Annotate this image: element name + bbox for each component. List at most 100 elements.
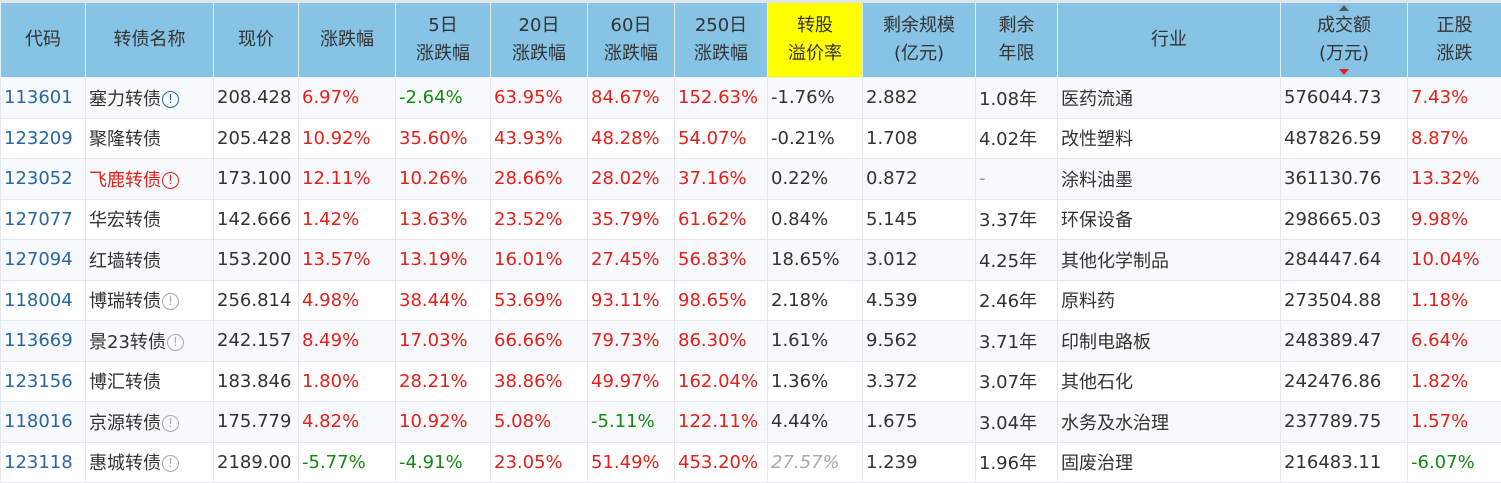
table-row[interactable]: 123156 博汇转债 183.846 1.80% 28.21% 38.86% 49.97%… bbox=[0, 360, 1501, 402]
header-remaining-size[interactable]: 剩余规模 (亿元) bbox=[862, 0, 976, 78]
cell-stock-change: 1.18% bbox=[1407, 279, 1501, 321]
change-60d-value: 93.11% bbox=[591, 289, 660, 311]
header-change[interactable]: 涨跌幅 bbox=[298, 0, 396, 78]
info-icon[interactable]: ! bbox=[166, 333, 184, 351]
cell-code[interactable]: 113669 bbox=[0, 320, 86, 362]
premium-value: 27.57% bbox=[771, 451, 840, 473]
change-60d-value: 84.67% bbox=[591, 87, 660, 109]
header-remaining-years[interactable]: 剩余 年限 bbox=[975, 0, 1058, 78]
cell-volume: 487826.59 bbox=[1280, 117, 1408, 159]
header-volume[interactable]: 成交额 (万元) bbox=[1280, 0, 1408, 78]
table-row[interactable]: 123052 飞鹿转债! 173.100 12.11% 10.26% 28.66% 28.0… bbox=[0, 158, 1501, 200]
volume-value: 576044.73 bbox=[1284, 87, 1382, 109]
header-label: 剩余 bbox=[998, 15, 1035, 36]
cell-name[interactable]: 飞鹿转债! bbox=[85, 158, 214, 200]
cell-name[interactable]: 塞力转债! bbox=[85, 77, 214, 119]
volume-value: 248389.47 bbox=[1284, 330, 1382, 352]
table-row[interactable]: 113601 塞力转债! 208.428 6.97% -2.64% 63.95% 84.67… bbox=[0, 77, 1501, 119]
cell-price: 173.100 bbox=[213, 158, 299, 200]
header-label: 涨跌幅 bbox=[320, 29, 374, 50]
header-industry[interactable]: 行业 bbox=[1057, 0, 1281, 78]
header-change-250d[interactable]: 250日 涨跌幅 bbox=[674, 0, 768, 78]
change-value: 13.57% bbox=[302, 249, 371, 271]
cell-change-60d: -5.11% bbox=[587, 401, 675, 443]
table-row[interactable]: 123209 聚隆转债 205.428 10.92% 35.60% 43.93% 48.28… bbox=[0, 117, 1501, 159]
industry-value: 改性塑料 bbox=[1061, 129, 1133, 151]
cell-name[interactable]: 京源转债! bbox=[85, 401, 214, 443]
cell-code[interactable]: 118016 bbox=[0, 401, 86, 443]
change-5d-value: 28.21% bbox=[399, 370, 468, 392]
price-value: 256.814 bbox=[217, 289, 292, 311]
change-value: 8.49% bbox=[302, 330, 360, 352]
cell-name[interactable]: 惠城转债! bbox=[85, 441, 214, 483]
change-250d-value: 54.07% bbox=[678, 127, 747, 149]
header-stock-change[interactable]: 正股 涨跌 bbox=[1407, 0, 1501, 78]
premium-value: -0.21% bbox=[771, 127, 835, 149]
cell-code[interactable]: 127094 bbox=[0, 239, 86, 281]
change-250d-value: 56.83% bbox=[678, 249, 747, 271]
table-row[interactable]: 127077 华宏转债 142.666 1.42% 13.63% 23.52% 35.79%… bbox=[0, 198, 1501, 240]
cell-name[interactable]: 博瑞转债! bbox=[85, 279, 214, 321]
name-value: 华宏转债 bbox=[89, 210, 161, 232]
sort-desc-icon[interactable] bbox=[1339, 69, 1349, 75]
change-5d-value: 38.44% bbox=[399, 289, 468, 311]
info-icon[interactable]: ! bbox=[162, 414, 179, 432]
name-value: 惠城转债 bbox=[89, 453, 161, 475]
cell-price: 153.200 bbox=[213, 239, 299, 281]
cell-code[interactable]: 113601 bbox=[0, 77, 86, 119]
table-row[interactable]: 118004 博瑞转债! 256.814 4.98% 38.44% 53.69% 93.11… bbox=[0, 279, 1501, 321]
cell-change-60d: 49.97% bbox=[587, 360, 675, 402]
cell-change-20d: 53.69% bbox=[490, 279, 588, 321]
cell-industry: 其他化学制品 bbox=[1057, 239, 1281, 281]
header-name[interactable]: 转债名称 bbox=[85, 0, 214, 78]
cell-name[interactable]: 聚隆转债 bbox=[85, 117, 214, 159]
cell-change-60d: 84.67% bbox=[587, 77, 675, 119]
cell-code[interactable]: 123118 bbox=[0, 441, 86, 483]
change-20d-value: 38.86% bbox=[494, 370, 563, 392]
cell-change-60d: 93.11% bbox=[587, 279, 675, 321]
cell-name[interactable]: 博汇转债 bbox=[85, 360, 214, 402]
header-label: 20日 bbox=[518, 15, 560, 36]
cell-code[interactable]: 123209 bbox=[0, 117, 86, 159]
price-value: 242.157 bbox=[217, 330, 292, 352]
cell-code[interactable]: 123156 bbox=[0, 360, 86, 402]
sort-asc-icon[interactable] bbox=[1339, 5, 1349, 11]
stock-change-value: 1.57% bbox=[1411, 411, 1469, 433]
remaining-years-value: 4.02年 bbox=[979, 129, 1038, 151]
name-value: 聚隆转债 bbox=[89, 129, 161, 151]
cell-name[interactable]: 景23转债! bbox=[85, 320, 214, 362]
cell-name[interactable]: 华宏转债 bbox=[85, 198, 214, 240]
info-icon[interactable]: ! bbox=[162, 455, 179, 473]
cell-volume: 284447.64 bbox=[1280, 239, 1408, 281]
cell-stock-change: 9.98% bbox=[1407, 198, 1501, 240]
cell-change-20d: 5.08% bbox=[490, 401, 588, 443]
header-change-5d[interactable]: 5日 涨跌幅 bbox=[395, 0, 491, 78]
header-code[interactable]: 代码 bbox=[0, 0, 86, 78]
header-price[interactable]: 现价 bbox=[213, 0, 299, 78]
change-250d-value: 152.63% bbox=[678, 87, 759, 109]
cell-stock-change: 13.32% bbox=[1407, 158, 1501, 200]
change-20d-value: 23.05% bbox=[494, 451, 563, 473]
cell-change: 10.92% bbox=[298, 117, 396, 159]
cell-code[interactable]: 123052 bbox=[0, 158, 86, 200]
header-change-20d[interactable]: 20日 涨跌幅 bbox=[490, 0, 588, 78]
cell-stock-change: 1.82% bbox=[1407, 360, 1501, 402]
table-row[interactable]: 127094 红墙转债 153.200 13.57% 13.19% 16.01% 27.45… bbox=[0, 239, 1501, 281]
code-value: 123209 bbox=[4, 127, 73, 149]
info-icon[interactable]: ! bbox=[162, 90, 179, 108]
header-premium[interactable]: 转股 溢价率 bbox=[767, 0, 863, 78]
info-icon[interactable]: ! bbox=[162, 171, 179, 189]
name-value: 博汇转债 bbox=[89, 372, 161, 394]
header-label: 正股 bbox=[1436, 15, 1473, 36]
cell-name[interactable]: 红墙转债 bbox=[85, 239, 214, 281]
table-row[interactable]: 118016 京源转债! 175.779 4.82% 10.92% 5.08% -5.11%… bbox=[0, 401, 1501, 443]
info-icon[interactable]: ! bbox=[162, 293, 179, 311]
cell-code[interactable]: 127077 bbox=[0, 198, 86, 240]
header-label: 涨跌幅 bbox=[604, 43, 658, 64]
table-row[interactable]: 113669 景23转债! 242.157 8.49% 17.03% 66.66% 79.7… bbox=[0, 320, 1501, 362]
cell-code[interactable]: 118004 bbox=[0, 279, 86, 321]
header-change-60d[interactable]: 60日 涨跌幅 bbox=[587, 0, 675, 78]
remaining-years-value: 3.04年 bbox=[979, 412, 1038, 434]
table-row[interactable]: 123118 惠城转债! 2189.00 -5.77% -4.91% 23.05% 51.4… bbox=[0, 441, 1501, 483]
cell-industry: 水务及水治理 bbox=[1057, 401, 1281, 443]
